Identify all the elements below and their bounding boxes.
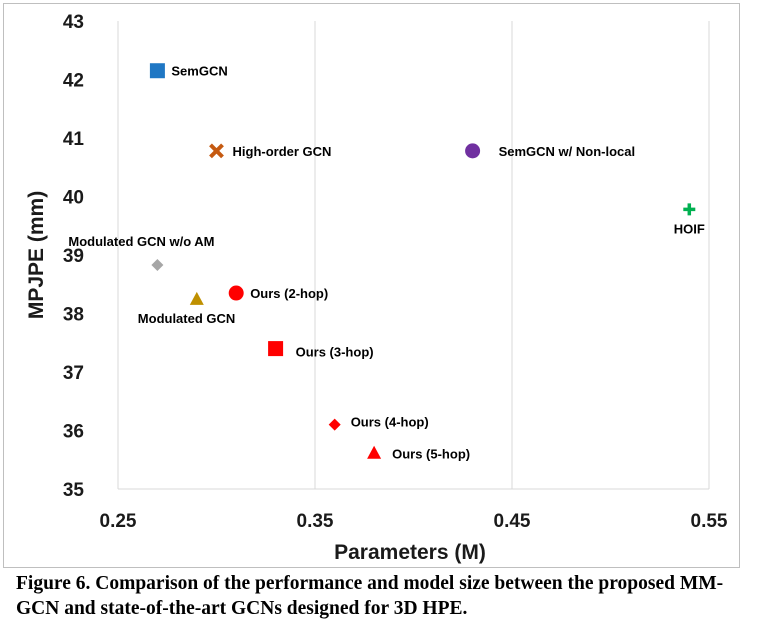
marker-hoif [683,203,696,216]
y-axis-title: MPJPE (mm) [25,191,48,319]
data-points [149,63,696,459]
marker-ours-3-hop [268,341,284,357]
marker-modulated-gcn [189,291,204,305]
point-label: Modulated GCN [138,311,236,326]
marker-high-order-gcn [209,143,224,159]
y-tick-label: 36 [63,422,84,443]
marker-ours-2-hop [228,285,244,301]
y-tick-labels: 35 36 37 38 39 40 41 42 43 [63,12,85,501]
y-tick-label: 40 [63,188,84,209]
marker-modulated-gcn-w-o-am [151,258,164,271]
marker-ours-4-hop [328,418,341,431]
y-tick-label: 39 [63,246,84,267]
point-label: SemGCN w/ Non-local [499,144,636,159]
y-tick-label: 42 [63,71,84,92]
point-label: High-order GCN [233,144,332,159]
y-tick-label: 35 [63,480,85,501]
point-labels: SemGCN High-order GCN SemGCN w/ Non-local H… [68,64,704,462]
figure-caption: Figure 6. Comparison of the performance … [16,573,724,619]
x-tick-label: 0.35 [297,511,334,532]
point-label: Ours (4-hop) [351,415,429,430]
y-tick-label: 43 [63,12,84,33]
marker-semgcn [149,63,165,79]
scatter-chart: 35 36 37 38 39 40 41 42 43 0.25 0.35 0.45 0.55 Para… [25,12,728,564]
point-label: HOIF [674,221,705,236]
marker-semgcn-w-non-local [465,143,481,159]
point-label: Modulated GCN w/o AM [68,234,214,249]
marker-ours-5-hop [367,445,382,459]
point-label: Ours (3-hop) [296,345,374,360]
x-tick-label: 0.45 [494,511,531,532]
x-axis-title: Parameters (M) [334,541,486,564]
gridlines [117,21,710,490]
point-label: Ours (2-hop) [250,286,328,301]
point-label: SemGCN [171,64,227,79]
y-tick-label: 41 [63,129,85,150]
y-tick-label: 38 [63,305,84,326]
x-tick-label: 0.55 [691,511,728,532]
x-tick-label: 0.25 [100,511,137,532]
point-label: Ours (5-hop) [392,447,470,462]
chart-frame [3,3,740,568]
x-tick-labels: 0.25 0.35 0.45 0.55 [100,511,728,532]
y-tick-label: 37 [63,363,84,384]
